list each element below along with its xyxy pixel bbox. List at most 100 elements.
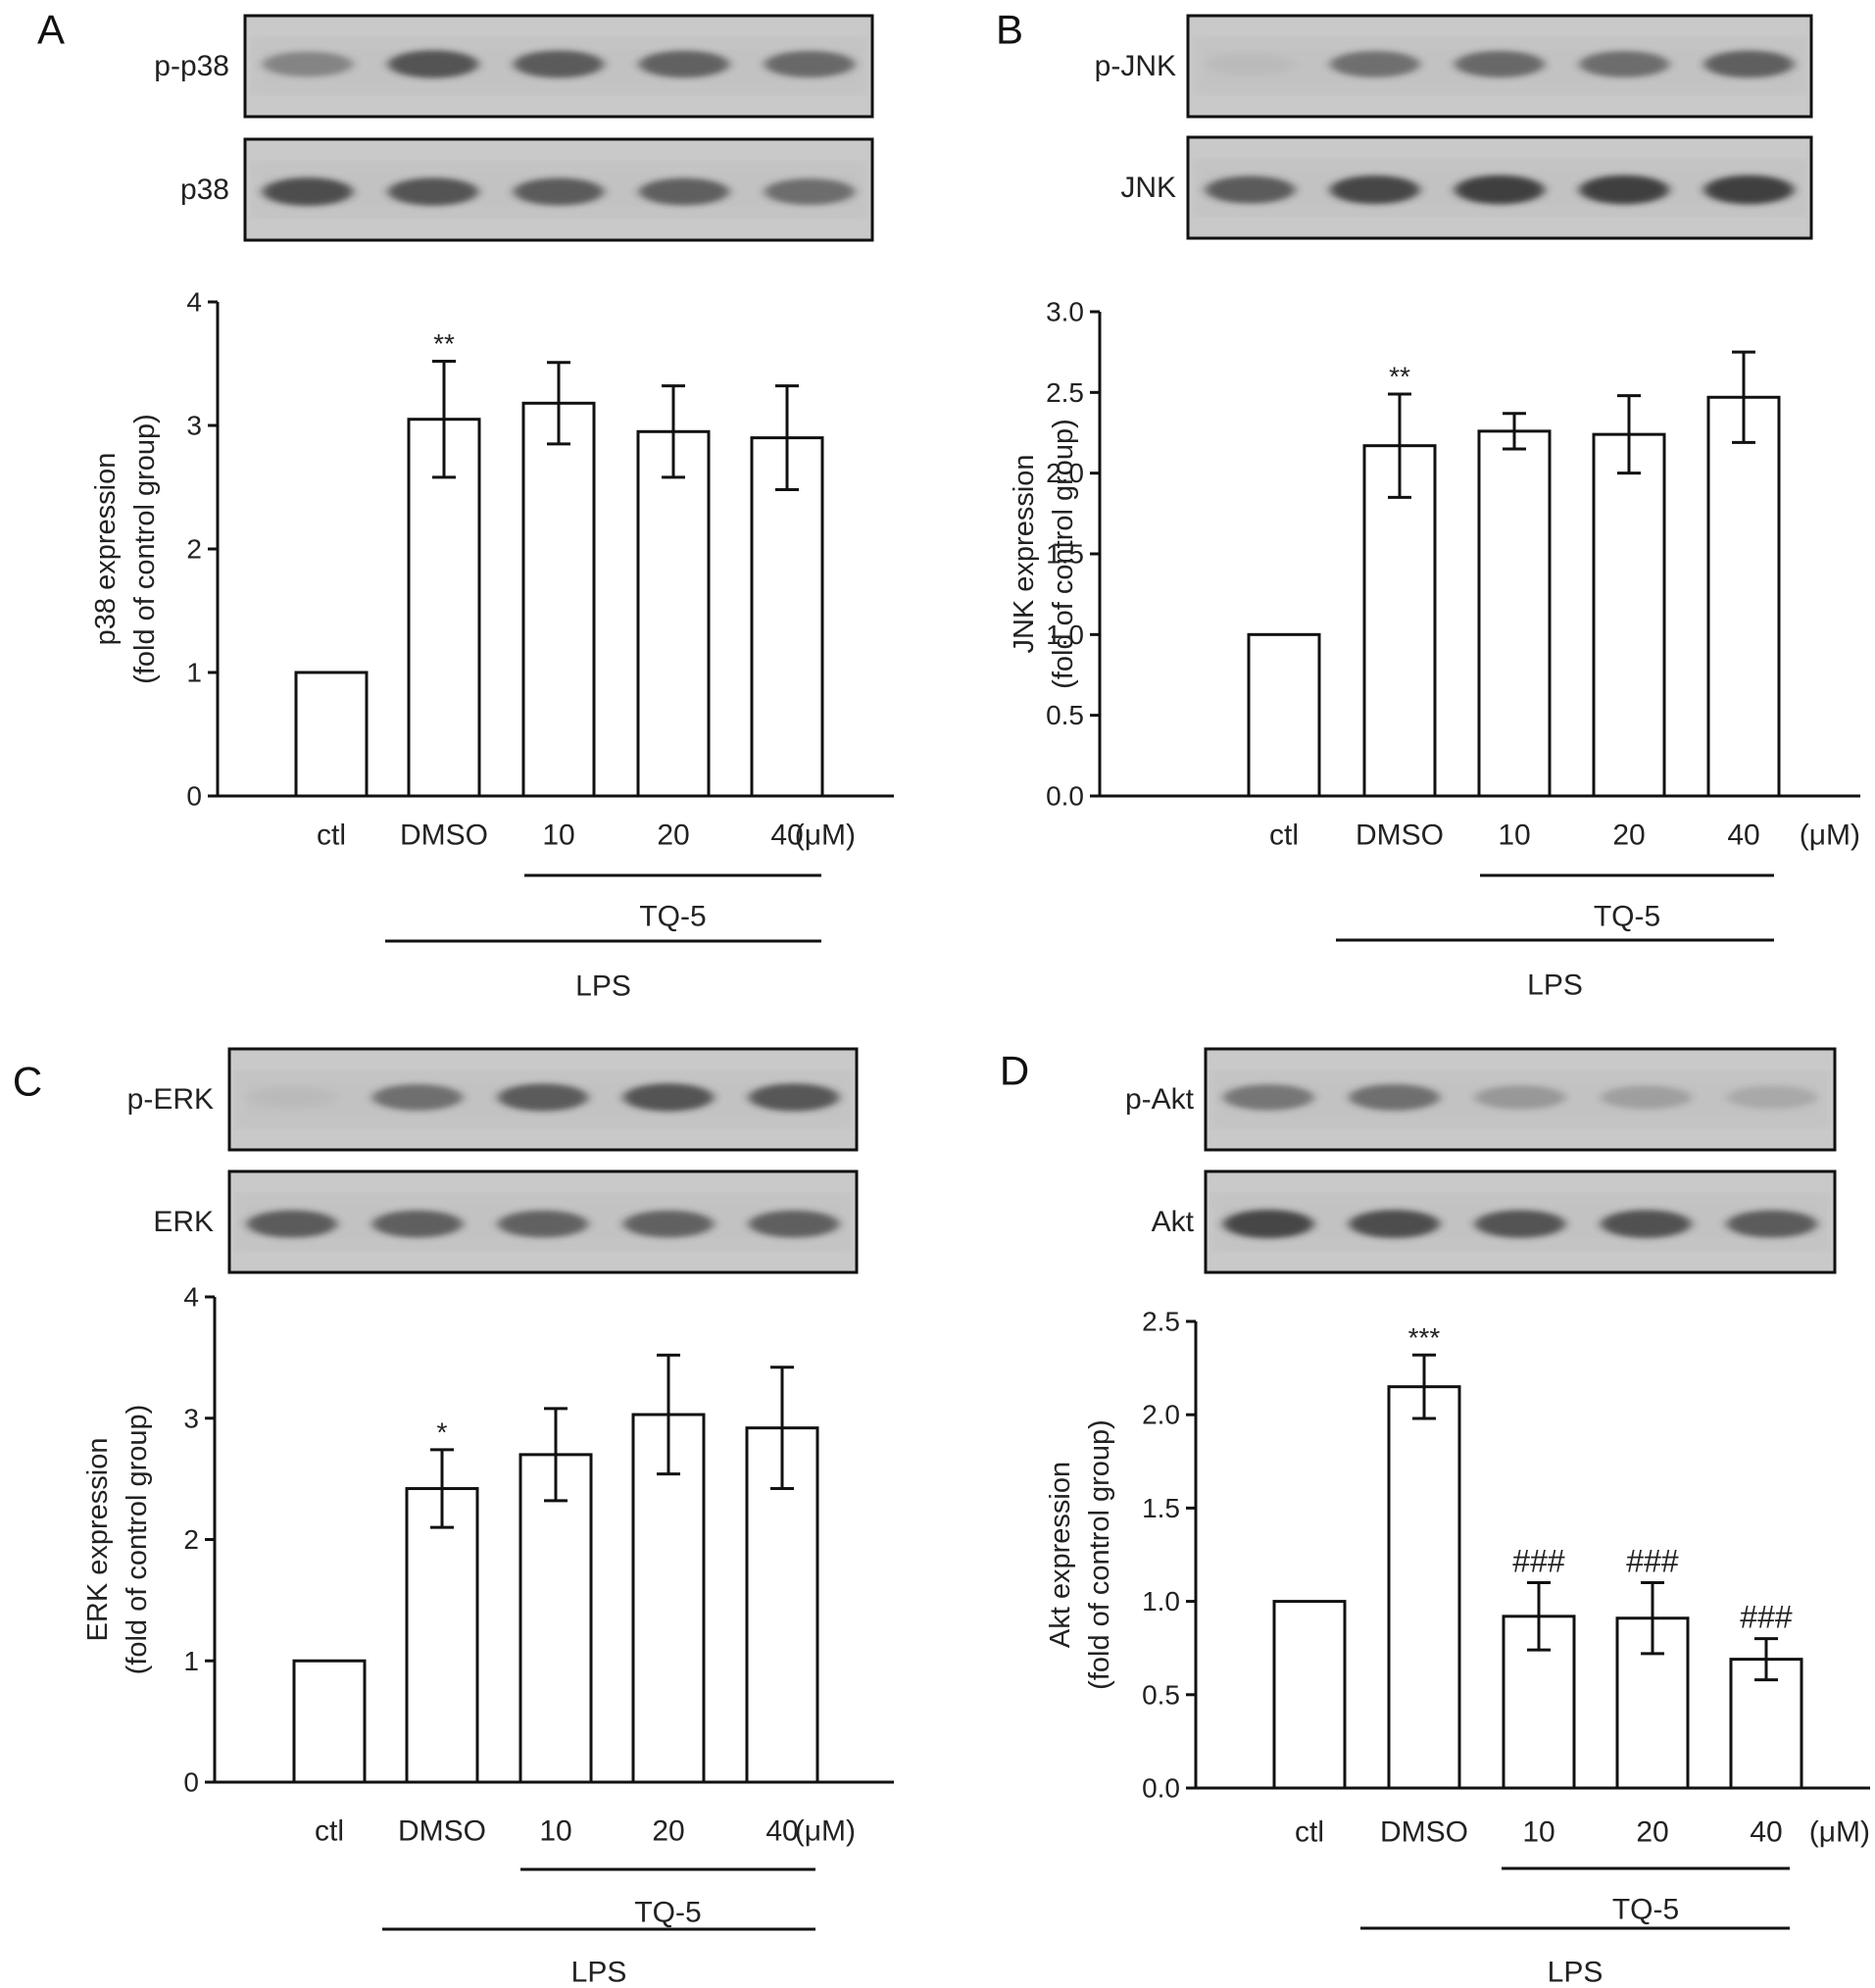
panel-letter: A [37, 7, 65, 53]
blot-band [1579, 174, 1669, 205]
lps-label: LPS [571, 1957, 627, 1988]
blot-band [1455, 50, 1545, 78]
y-tick-label: 3 [183, 1403, 199, 1433]
blot-row-label: JNK [1120, 172, 1176, 204]
blot-band [748, 1083, 840, 1112]
blot-band [262, 51, 354, 77]
y-tick-label: 1 [183, 1646, 199, 1676]
bar [521, 401, 596, 798]
y-axis-label: p38 expression [90, 453, 122, 646]
y-tick-label: 0.0 [1142, 1773, 1180, 1804]
blot-band [622, 1083, 715, 1112]
y-tick-label: 2.0 [1046, 458, 1084, 488]
bar [1477, 429, 1552, 798]
x-category-label: DMSO [398, 1815, 486, 1848]
blot-band [1601, 1085, 1692, 1110]
blot-band [371, 1084, 464, 1111]
bar [292, 1659, 367, 1784]
y-axis-label: (fold of control group) [122, 1405, 153, 1675]
bar [1387, 1385, 1461, 1790]
bar [1247, 632, 1321, 798]
y-tick-label: 1.0 [1046, 620, 1084, 650]
blot-band [1330, 174, 1420, 205]
x-category-label: 10 [539, 1815, 571, 1848]
x-category-label: 20 [652, 1815, 684, 1848]
significance-label: ### [1740, 1600, 1793, 1635]
blot-band [1474, 1085, 1566, 1110]
blot-band [246, 1210, 338, 1238]
blot-row-label: p-Akt [1125, 1083, 1195, 1116]
blot-band [1474, 1210, 1566, 1238]
blot-band [497, 1083, 589, 1112]
blot-row: ERK [153, 1169, 859, 1274]
panel-letter: D [1000, 1048, 1029, 1094]
x-category-label: ctl [315, 1815, 344, 1848]
bar [407, 418, 481, 798]
bar [1592, 432, 1666, 798]
lps-label: LPS [1527, 969, 1583, 1002]
x-category-label: ctl [1269, 820, 1299, 852]
y-axis-label: Akt expression [1045, 1462, 1076, 1648]
panel-a: Ap-p38 p38 0 1 2 3 4 p38 expression (fold of con… [37, 7, 894, 1003]
y-axis-label: (fold of control group) [1084, 1419, 1115, 1690]
x-category-label: 10 [1522, 1816, 1554, 1849]
y-tick-label: 0.5 [1046, 700, 1084, 730]
x-category-label: 40 [1727, 820, 1759, 852]
bar [1706, 395, 1781, 798]
significance-label: ** [433, 328, 455, 359]
y-tick-label: 3.0 [1046, 297, 1084, 327]
blot-band [387, 177, 479, 206]
blot-band [497, 1210, 589, 1238]
significance-label: ### [1626, 1544, 1679, 1579]
significance-label: * [437, 1416, 448, 1447]
units-label: (μM) [1800, 820, 1860, 852]
blot-row: p-ERK [127, 1047, 859, 1152]
blot-band [513, 50, 605, 78]
blot-band [1726, 1210, 1818, 1238]
bar [1272, 1600, 1347, 1790]
x-category-label: 10 [542, 820, 574, 852]
bar [405, 1487, 479, 1784]
blot-band [748, 1210, 840, 1238]
y-tick-label: 2.5 [1046, 377, 1084, 408]
panel-b: Bp-JNK JNK 0.0 0.5 1.0 1.5 2.0 2.5 3.0 JNK expres… [996, 7, 1860, 1002]
x-category-label: 10 [1498, 820, 1530, 852]
blot-row-label: p-JNK [1095, 50, 1176, 82]
significance-label: ### [1512, 1544, 1565, 1579]
blot-band [1601, 1210, 1692, 1238]
blot-band [1349, 1210, 1440, 1238]
blot-row-label: p-ERK [127, 1083, 214, 1116]
bar [1362, 444, 1437, 798]
y-tick-label: 1 [186, 658, 202, 688]
tq5-label: TQ-5 [1612, 1894, 1679, 1926]
x-category-label: DMSO [1380, 1816, 1468, 1849]
blot-band [1330, 51, 1420, 77]
blot-band [1455, 174, 1545, 205]
blot-band [1703, 50, 1795, 78]
y-tick-label: 1.5 [1046, 539, 1084, 570]
y-tick-label: 3 [186, 411, 202, 441]
blot-row: p38 [180, 137, 874, 242]
units-label: (μM) [1809, 1816, 1870, 1849]
blot-band [262, 177, 354, 206]
blot-band [1205, 53, 1296, 75]
blot-band [764, 178, 856, 206]
bar [636, 429, 711, 798]
panel-d: Dp-Akt Akt 0.0 0.5 1.0 1.5 2.0 2.5 Akt expressio… [1000, 1047, 1870, 1988]
tq5-label: TQ-5 [1594, 901, 1660, 933]
blot-row: p-p38 [154, 14, 874, 119]
x-category-label: DMSO [400, 820, 488, 852]
y-tick-label: 4 [183, 1282, 199, 1313]
blot-band [1579, 50, 1669, 77]
y-tick-label: 2.5 [1142, 1307, 1180, 1337]
y-axis-label: (fold of control group) [1048, 419, 1079, 689]
x-category-label: 40 [1750, 1816, 1782, 1849]
y-tick-label: 2 [183, 1524, 199, 1555]
blot-band [1726, 1085, 1818, 1110]
units-label: (μM) [795, 1815, 856, 1848]
blot-band [246, 1086, 338, 1109]
blot-band [513, 177, 605, 206]
bar [518, 1453, 593, 1784]
x-category-label: 40 [770, 820, 803, 852]
